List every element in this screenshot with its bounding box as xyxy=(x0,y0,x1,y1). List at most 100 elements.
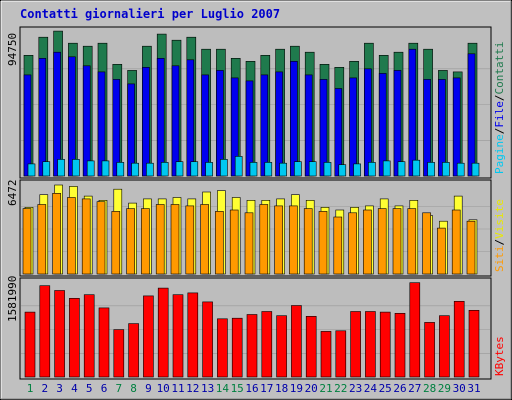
bar-pagine-day-19 xyxy=(294,161,302,177)
legend-contatti: Contatti xyxy=(493,42,506,95)
bar-file-day-5 xyxy=(82,65,91,177)
x-label-day-8: 8 xyxy=(130,382,137,395)
bottom-ymax-label: 1581990 xyxy=(6,276,19,322)
bar-kbytes-day-21 xyxy=(320,331,332,378)
bar-pagine-day-23 xyxy=(353,163,361,177)
bar-pagine-day-22 xyxy=(338,164,347,177)
bar-pagine-day-28 xyxy=(427,162,435,177)
bar-file-day-18 xyxy=(275,71,283,177)
legend-sep-3: / xyxy=(493,239,506,246)
bar-siti-day-10 xyxy=(155,204,165,275)
bar-siti-day-30 xyxy=(451,209,461,275)
bar-file-day-17 xyxy=(260,74,269,177)
bar-pagine-day-13 xyxy=(205,162,213,177)
legend-pagine: Pagine xyxy=(493,134,506,174)
bar-file-day-3 xyxy=(53,51,61,177)
bar-pagine-day-24 xyxy=(368,162,376,177)
bar-kbytes-day-26 xyxy=(394,312,406,378)
x-label-day-15: 15 xyxy=(231,382,244,395)
bar-pagine-day-7 xyxy=(116,162,125,177)
bar-kbytes-day-2 xyxy=(39,285,51,378)
bar-siti-day-25 xyxy=(377,208,387,275)
bar-pagine-day-31 xyxy=(471,162,480,177)
x-label-day-29: 29 xyxy=(438,382,451,395)
x-label-day-10: 10 xyxy=(157,382,170,395)
bar-siti-day-29 xyxy=(437,227,446,275)
x-label-day-11: 11 xyxy=(171,382,184,395)
middle-legend: Siti/Visite xyxy=(493,199,506,272)
bar-siti-day-7 xyxy=(111,211,121,275)
bar-siti-day-16 xyxy=(244,212,254,275)
bar-siti-day-31 xyxy=(466,220,476,275)
bar-siti-day-13 xyxy=(200,204,209,275)
bar-pagine-day-4 xyxy=(72,159,80,177)
bar-kbytes-day-15 xyxy=(231,317,243,378)
bar-kbytes-day-5 xyxy=(83,294,95,378)
bar-pagine-day-20 xyxy=(308,161,317,177)
bottom-legend: KBytes xyxy=(493,336,506,376)
bar-siti-day-17 xyxy=(259,204,269,275)
bar-pagine-day-8 xyxy=(131,162,139,177)
bar-kbytes-day-29 xyxy=(439,315,450,378)
bar-file-day-16 xyxy=(245,80,254,177)
bar-kbytes-day-9 xyxy=(143,295,154,378)
bar-pagine-day-3 xyxy=(57,159,65,177)
bar-file-day-2 xyxy=(38,57,47,177)
bar-file-day-25 xyxy=(378,73,387,177)
bar-file-day-12 xyxy=(186,59,195,177)
bar-kbytes-day-3 xyxy=(54,290,65,378)
bar-siti-day-12 xyxy=(185,205,195,275)
x-label-day-5: 5 xyxy=(86,382,93,395)
bar-file-day-23 xyxy=(349,77,357,177)
x-label-day-2: 2 xyxy=(41,382,48,395)
middle-ymax-label: 6472 xyxy=(6,180,19,207)
bar-pagine-day-25 xyxy=(382,160,391,177)
x-label-day-3: 3 xyxy=(56,382,63,395)
bar-kbytes-day-31 xyxy=(468,309,480,378)
bar-file-day-6 xyxy=(97,71,106,177)
x-label-day-22: 22 xyxy=(334,382,347,395)
x-label-day-28: 28 xyxy=(423,382,436,395)
bar-file-day-22 xyxy=(334,88,343,177)
legend-kbytes: KBytes xyxy=(493,336,506,376)
x-label-day-31: 31 xyxy=(467,382,480,395)
x-label-day-7: 7 xyxy=(115,382,122,395)
bar-kbytes-day-16 xyxy=(246,314,258,378)
legend-visite: Visite xyxy=(493,199,506,239)
bar-pagine-day-10 xyxy=(160,162,169,177)
x-label-day-23: 23 xyxy=(349,382,362,395)
bar-kbytes-day-4 xyxy=(69,297,80,378)
x-label-day-13: 13 xyxy=(201,382,214,395)
bar-kbytes-day-24 xyxy=(365,311,376,378)
bar-pagine-day-6 xyxy=(101,160,110,177)
bar-file-day-14 xyxy=(216,70,224,177)
bar-kbytes-day-30 xyxy=(453,300,465,378)
bar-siti-day-19 xyxy=(289,205,298,275)
x-label-day-4: 4 xyxy=(71,382,78,395)
top-ymax-label: 94750 xyxy=(6,33,19,66)
bar-kbytes-day-1 xyxy=(24,311,36,378)
bar-file-day-1 xyxy=(23,74,32,177)
bar-pagine-day-5 xyxy=(86,160,95,177)
x-label-day-18: 18 xyxy=(275,382,288,395)
bar-kbytes-day-8 xyxy=(128,323,139,378)
bar-pagine-day-12 xyxy=(190,161,199,177)
bar-file-day-8 xyxy=(127,83,135,177)
bar-kbytes-day-6 xyxy=(98,307,110,378)
bar-file-day-28 xyxy=(423,79,431,177)
x-label-day-17: 17 xyxy=(260,382,273,395)
bar-file-day-7 xyxy=(112,79,121,177)
bar-file-day-24 xyxy=(364,68,372,177)
bar-siti-day-20 xyxy=(303,208,313,275)
bar-siti-day-4 xyxy=(67,197,76,275)
bar-file-day-30 xyxy=(452,77,461,177)
bar-pagine-day-15 xyxy=(234,156,243,177)
bar-pagine-day-14 xyxy=(220,159,228,177)
x-label-day-24: 24 xyxy=(364,382,378,395)
bar-kbytes-day-18 xyxy=(276,315,287,378)
legend-file: File xyxy=(493,101,506,128)
bar-siti-day-23 xyxy=(348,212,357,275)
x-label-day-9: 9 xyxy=(145,382,152,395)
bar-siti-day-8 xyxy=(126,208,135,275)
